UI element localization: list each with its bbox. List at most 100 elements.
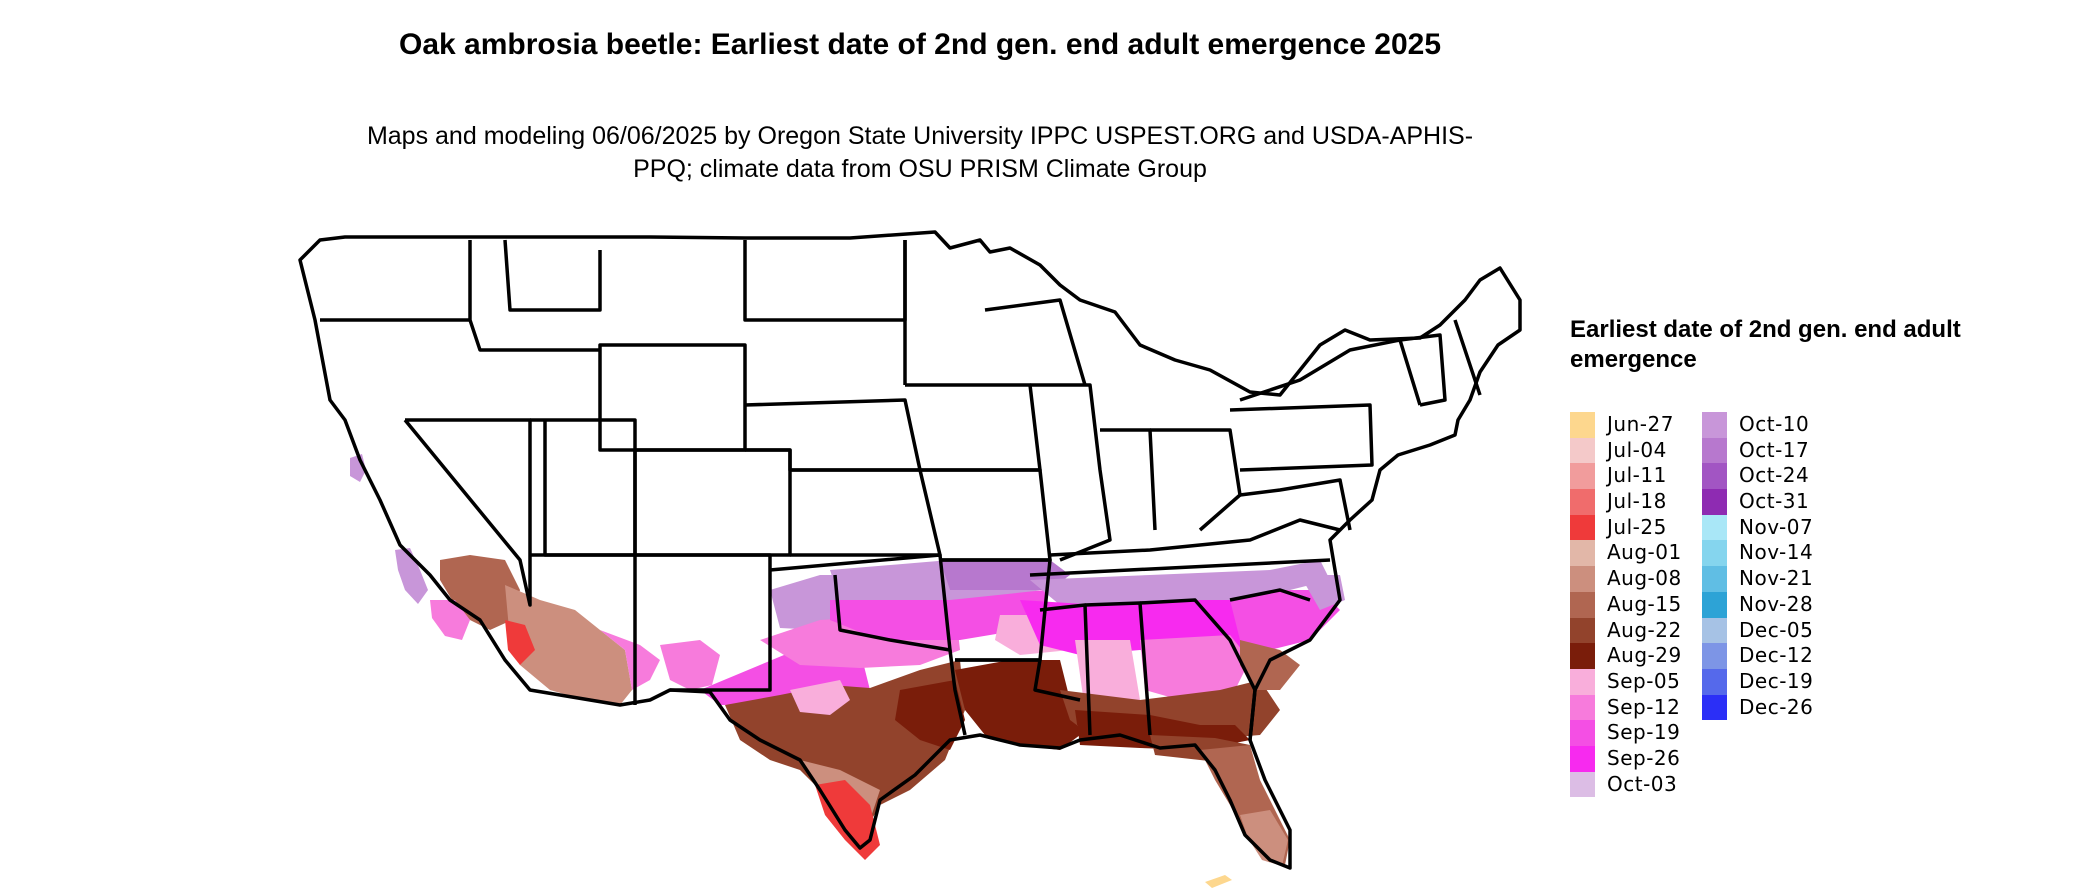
legend-swatch (1570, 745, 1595, 772)
legend-swatch (1570, 720, 1595, 746)
state-line-georgia (1139, 598, 1257, 741)
legend-label: Nov-28 (1739, 591, 1814, 616)
state-line-utah (530, 418, 637, 557)
legend-title: Earliest date of 2nd gen. end adult emer… (1570, 316, 1961, 373)
legend-swatch (1702, 668, 1727, 695)
region-nc-coast (1300, 575, 1345, 610)
legend-label: Oct-17 (1739, 437, 1810, 462)
legend-label: Nov-07 (1739, 514, 1814, 539)
region-texas-hill (790, 680, 850, 715)
region-florida-south (1240, 810, 1288, 866)
state-line-colorado (633, 448, 792, 557)
state-line-kansas (790, 468, 942, 557)
legend-label: Jul-25 (1607, 514, 1667, 539)
legend-swatch (1570, 437, 1595, 464)
legend-swatch (1570, 412, 1595, 438)
legend-swatch (1570, 591, 1595, 618)
state-line-virginia (1239, 478, 1352, 531)
legend-label: Jun-27 (1607, 412, 1674, 436)
state-line-indiana (1100, 428, 1157, 531)
legend-swatch (1570, 771, 1595, 798)
state-line-wisconsin (984, 298, 1087, 386)
region-south-texas (815, 780, 880, 860)
state-line-nd-sd (743, 240, 907, 322)
state-line-ohio (1150, 428, 1242, 532)
legend-swatch (1570, 489, 1595, 515)
legend-swatch (1702, 540, 1727, 567)
legend-label: Dec-05 (1739, 617, 1814, 642)
state-line-kentucky (1049, 518, 1341, 557)
legend-label: Aug-22 (1607, 617, 1682, 642)
state-line-nevada (403, 418, 532, 607)
legend-swatch (1702, 514, 1727, 541)
legend-label: Oct-31 (1739, 489, 1810, 514)
region-california-desert (430, 600, 470, 640)
legend-swatch (1702, 412, 1727, 438)
region-georgia-central (1140, 635, 1250, 700)
legend-label: Aug-08 (1607, 566, 1682, 591)
state-line-montana (503, 239, 602, 312)
legend-label: Oct-03 (1607, 771, 1678, 796)
legend-label: Nov-14 (1739, 540, 1814, 565)
emergence-shading (350, 454, 1345, 888)
legend-swatch (1570, 540, 1595, 567)
legend-label: Nov-21 (1739, 566, 1814, 591)
region-southern-california (440, 555, 520, 630)
legend-swatch (1570, 643, 1595, 669)
legend-label: Dec-12 (1739, 643, 1814, 668)
state-line-nc-sc (1229, 588, 1311, 602)
legend-swatch (1702, 463, 1727, 490)
legend-label: Oct-10 (1739, 412, 1810, 436)
us-outline (298, 230, 1522, 870)
legend-label: Aug-01 (1607, 540, 1682, 565)
region-louisiana (955, 660, 1080, 750)
region-sc-coast (1240, 640, 1300, 690)
legend-swatch (1702, 591, 1727, 618)
region-arizona-edge (600, 630, 660, 690)
legend-swatch (1702, 694, 1727, 721)
state-line-new-england (1399, 333, 1447, 407)
region-california-coast (395, 548, 428, 604)
region-texas-east (895, 680, 965, 750)
legend-swatch (1702, 617, 1727, 644)
region-oklahoma-south (830, 590, 1050, 640)
legend: Earliest date of 2nd gen. end adult emer… (1570, 315, 1970, 798)
legend-label: Jul-04 (1607, 437, 1667, 462)
legend-swatch (1570, 566, 1595, 592)
state-line-iowa (905, 383, 1042, 472)
state-line-oklahoma (769, 553, 952, 652)
legend-label: Aug-15 (1607, 591, 1682, 616)
state-line-illinois (1030, 383, 1112, 562)
state-line-maine (1453, 319, 1482, 396)
state-line-tennessee (1029, 558, 1331, 577)
state-line-wyoming (598, 343, 747, 452)
legend-swatch (1570, 694, 1595, 721)
legend-label: Dec-19 (1739, 668, 1814, 693)
region-southern-arizona (505, 585, 632, 705)
state-line-louisiana (955, 658, 1081, 702)
legend-swatch (1702, 489, 1727, 515)
state-line-nebraska (744, 398, 922, 472)
legend-label: Sep-26 (1607, 745, 1681, 770)
legend-label: Oct-24 (1739, 463, 1810, 488)
map-subtitle: Maps and modeling 06/06/2025 by Oregon S… (366, 122, 1474, 183)
map-title: Oak ambrosia beetle: Earliest date of 2n… (398, 28, 1442, 61)
region-new-mexico (660, 640, 720, 690)
state-line-pennsylvania (1229, 403, 1374, 472)
us-map (298, 230, 1522, 888)
legend-label: Jul-11 (1607, 463, 1667, 488)
state-line-idaho (468, 240, 600, 352)
legend-label: Sep-19 (1607, 720, 1681, 745)
legend-label: Dec-26 (1739, 694, 1814, 719)
legend-swatch (1570, 668, 1595, 695)
legend-swatch (1570, 514, 1595, 541)
legend-label: Sep-05 (1607, 668, 1681, 693)
legend-swatch (1702, 437, 1727, 464)
region-arizona-hot (505, 620, 535, 665)
legend-label: Jul-18 (1607, 489, 1667, 514)
legend-swatch (1570, 463, 1595, 490)
legend-swatch (1702, 566, 1727, 592)
legend-swatch (1702, 643, 1727, 669)
state-line-new-mexico (635, 553, 772, 692)
legend-label: Aug-29 (1607, 643, 1682, 668)
